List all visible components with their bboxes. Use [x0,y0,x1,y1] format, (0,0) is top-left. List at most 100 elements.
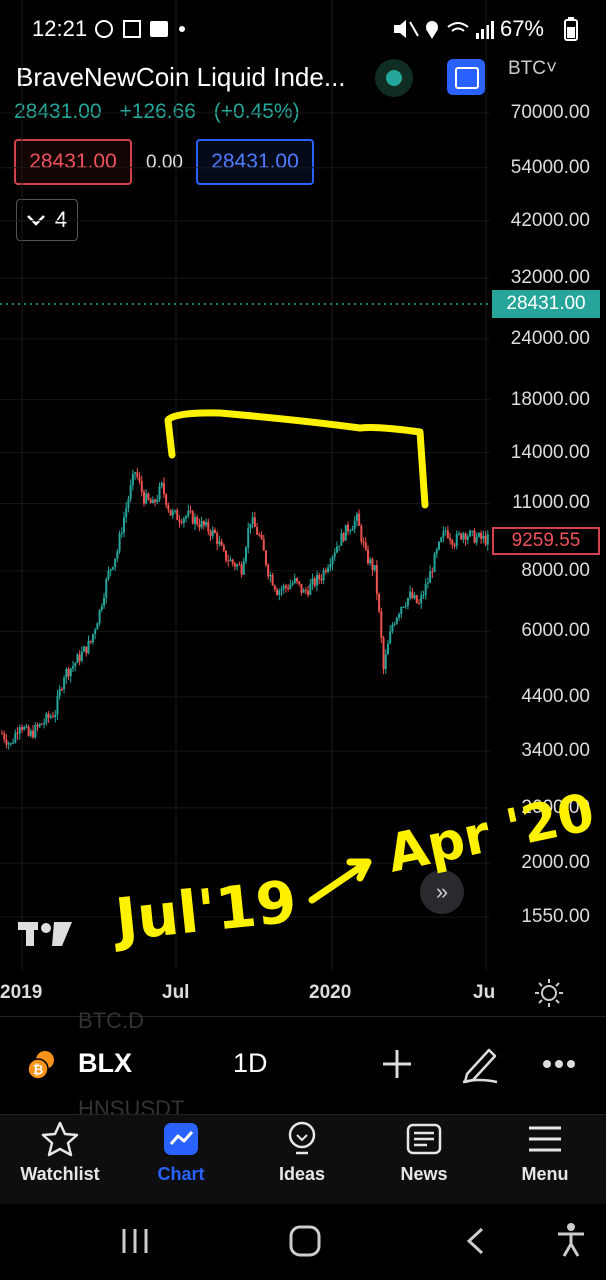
candle-body [78,654,81,662]
candle-body [393,623,396,625]
candle-body [18,727,21,734]
candle-body [60,688,63,690]
y-tick-label: 42000.00 [510,209,590,231]
fullscreen-button[interactable] [447,59,485,95]
symbol-title[interactable]: BraveNewCoin Liquid Inde... [16,62,346,92]
candle-body [38,723,41,727]
nav-news[interactable]: News [369,1120,479,1185]
candle-body [429,571,432,583]
price-change-percent: (+0.45%) [213,100,300,123]
candle-body [395,617,398,624]
sell-button[interactable]: 28431.00 [14,139,132,185]
candle-body [269,574,272,577]
y-tick-label: 54000.00 [510,156,590,178]
candle-body [340,533,343,546]
candle-body [229,559,232,562]
interval-button[interactable]: 1D [233,1048,268,1078]
currency-select[interactable]: BTC˅ [508,58,558,79]
candle-body [162,482,165,495]
candle-body [284,585,287,588]
y-tick-label: 4400.00 [521,685,590,707]
candle-body [440,537,443,542]
nav-menu[interactable]: Menu [490,1120,600,1185]
drawing-pen-icon[interactable] [461,1044,499,1084]
nav-watchlist[interactable]: Watchlist [5,1120,115,1185]
candle-body [45,713,48,723]
candle-body [34,725,37,738]
nav-chart[interactable]: Chart [126,1120,236,1185]
y-tick-label: 14000.00 [510,441,590,463]
y-tick-label: 18000.00 [510,388,590,410]
indicators-toggle[interactable]: 4 [16,199,78,241]
candle-body [125,507,128,518]
add-icon[interactable] [381,1048,413,1080]
arrow-annotation [308,858,372,904]
candle-body [91,634,94,643]
candle-body [3,733,6,740]
y-tick-label: 6000.00 [521,620,590,642]
price-chart[interactable] [0,0,490,970]
candle-body [486,534,489,545]
candle-body [327,567,330,573]
recent-apps-icon[interactable] [120,1226,150,1256]
candle-body [264,550,267,565]
candle-body [63,677,66,690]
candle-body [185,515,188,519]
nav-ideas[interactable]: Ideas [247,1120,357,1185]
candle-body [480,533,483,539]
candle-body [473,530,476,543]
candle-body [424,583,427,595]
battery-level: 67% [499,16,544,41]
candle-body [25,726,28,728]
candle-body [52,716,55,718]
candle-body [222,545,225,551]
candle-body [158,486,161,500]
chart-toolbar [0,1016,606,1113]
candle-body [231,559,234,564]
x-tick-2020: 2020 [309,982,352,1003]
candle-body [455,533,458,547]
chevron-down-icon [26,215,45,226]
settings-sun-icon[interactable] [534,978,564,1008]
candle-body [7,743,10,745]
status-bar: 12:21 67% [0,0,606,56]
candle-body [107,570,110,580]
candle-body [225,550,228,561]
bottom-navigation [0,1114,606,1205]
back-icon[interactable] [464,1226,486,1256]
candle-body [313,578,316,586]
chart-icon [164,1123,198,1155]
more-options-icon[interactable] [542,1058,576,1070]
candle-body [36,725,39,727]
symbol-search-button[interactable]: BLX [78,1048,132,1078]
candle-body [369,559,372,564]
candle-body [402,606,405,608]
candle-body [380,611,383,638]
candle-body [398,613,401,618]
candle-body [207,522,210,532]
candle-body [442,531,445,538]
y-tick-label: 11000.00 [512,492,590,514]
nav-watchlist-label: Watchlist [20,1164,100,1184]
candle-body [245,547,247,562]
candle-body [451,540,454,545]
candle-body [309,583,312,595]
candle-body [406,597,409,606]
candle-body [453,544,456,547]
accessibility-icon[interactable] [555,1222,587,1258]
candle-body [347,524,350,532]
scroll-to-realtime-button[interactable]: » [420,870,464,914]
candle-body [160,482,163,487]
candle-body [367,549,369,564]
home-icon[interactable] [288,1224,322,1258]
candle-body [249,523,252,529]
candle-body [409,591,412,598]
candle-body [373,565,376,570]
buy-button[interactable]: 28431.00 [196,139,314,185]
candle-body [426,582,429,584]
candle-body [218,541,221,545]
candle-body [193,517,196,524]
candle-body [151,499,154,504]
candle-body [165,494,168,506]
y-tick-label: 32000.00 [510,267,590,289]
